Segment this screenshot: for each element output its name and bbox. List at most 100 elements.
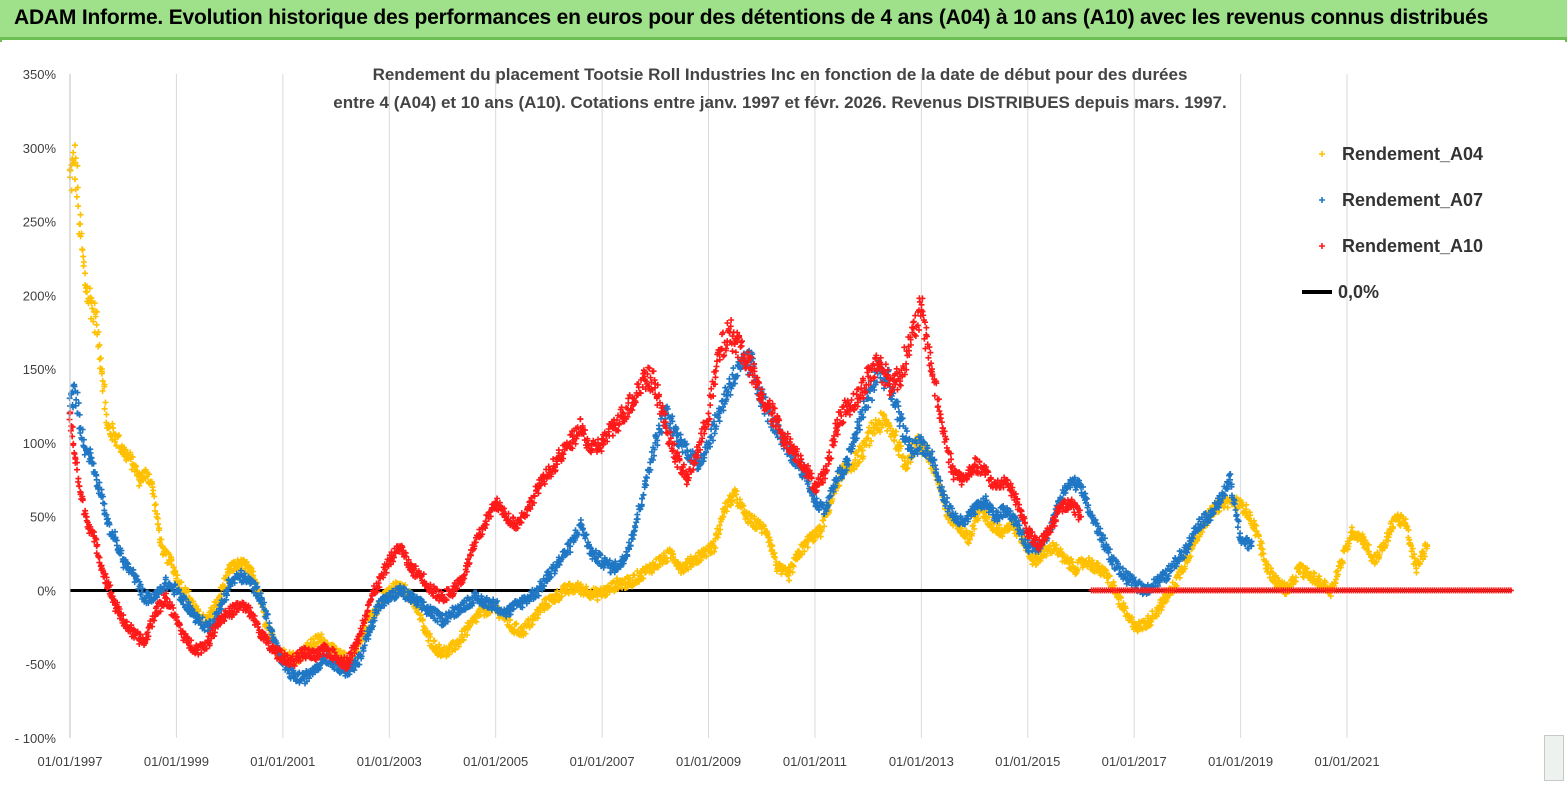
data-point [790, 562, 797, 569]
data-point [72, 176, 78, 183]
data-point [101, 405, 108, 412]
data-point [517, 625, 524, 632]
data-point [170, 564, 177, 571]
data-point [720, 513, 727, 520]
data-point [90, 318, 97, 325]
data-point [73, 193, 80, 200]
data-point [151, 502, 158, 509]
data-point [640, 575, 647, 582]
data-point [817, 533, 824, 540]
data-point [79, 247, 86, 253]
data-point [427, 634, 434, 640]
data-point [801, 548, 808, 555]
data-point [856, 443, 863, 450]
data-point [853, 463, 860, 470]
data-point [95, 329, 102, 335]
data-point [473, 618, 480, 625]
data-point [767, 537, 774, 544]
data-point [165, 559, 171, 566]
chart-series-layer [66, 142, 1514, 687]
data-point [250, 572, 257, 579]
data-point [75, 203, 82, 210]
data-point [74, 184, 81, 191]
data-point [151, 493, 158, 500]
data-point [852, 456, 859, 463]
data-point [819, 517, 826, 524]
chart-gridlines [69, 74, 1348, 738]
data-point [513, 620, 520, 627]
data-point [425, 637, 432, 644]
data-point [821, 523, 828, 530]
data-point [716, 522, 723, 529]
data-point [558, 593, 565, 600]
data-point [714, 525, 721, 532]
data-point [417, 611, 424, 618]
data-point [110, 425, 117, 432]
data-point [850, 465, 857, 472]
data-point [729, 497, 736, 504]
data-point [771, 550, 778, 557]
data-point [221, 583, 228, 590]
data-point [715, 530, 722, 537]
data-point [96, 341, 103, 348]
report-banner: ADAM Informe. Evolution historique des p… [0, 0, 1567, 40]
data-point [789, 569, 796, 576]
data-point [80, 253, 87, 260]
data-point [129, 453, 136, 460]
data-point [155, 515, 161, 522]
data-point [868, 419, 875, 426]
data-point [769, 546, 776, 553]
data-point [447, 644, 453, 651]
data-point [546, 602, 553, 609]
data-point [727, 501, 734, 508]
data-point [77, 211, 84, 218]
data-point [507, 616, 513, 623]
data-point [552, 598, 559, 605]
data-point [337, 647, 344, 654]
data-point [419, 616, 426, 623]
data-point [99, 388, 106, 394]
data-point [97, 355, 104, 361]
data-point [70, 149, 77, 156]
data-point [778, 570, 785, 577]
data-point [82, 270, 88, 277]
data-point [804, 544, 811, 551]
data-point [171, 567, 178, 574]
data-point [156, 525, 163, 532]
data-point [318, 631, 325, 638]
data-point [868, 438, 875, 444]
data-point [809, 529, 816, 536]
data-point [594, 597, 601, 604]
data-point [174, 572, 181, 579]
data-point [102, 399, 109, 406]
data-point [866, 442, 873, 449]
data-point [803, 541, 809, 547]
data-point [158, 536, 165, 543]
data-point [460, 637, 466, 644]
data-point [107, 433, 114, 440]
data-point [464, 632, 470, 638]
data-point [751, 515, 758, 522]
data-point [854, 452, 861, 459]
data-point [740, 502, 747, 509]
banner-title: ADAM Informe. Evolution historique des p… [14, 6, 1489, 29]
data-point [99, 377, 106, 384]
data-point [856, 458, 863, 465]
data-point [89, 305, 96, 312]
data-point [185, 587, 192, 594]
data-point [636, 578, 643, 585]
data-point [537, 609, 544, 616]
data-point [103, 411, 110, 418]
data-point [452, 646, 459, 653]
data-point [711, 548, 718, 555]
data-point [96, 356, 103, 363]
data-point [648, 569, 655, 576]
data-point [72, 142, 78, 149]
data-point [74, 162, 81, 169]
chart-area-background [0, 42, 1567, 790]
data-point [431, 637, 438, 644]
data-point [522, 630, 529, 637]
data-point [93, 308, 100, 315]
data-point [860, 453, 867, 460]
